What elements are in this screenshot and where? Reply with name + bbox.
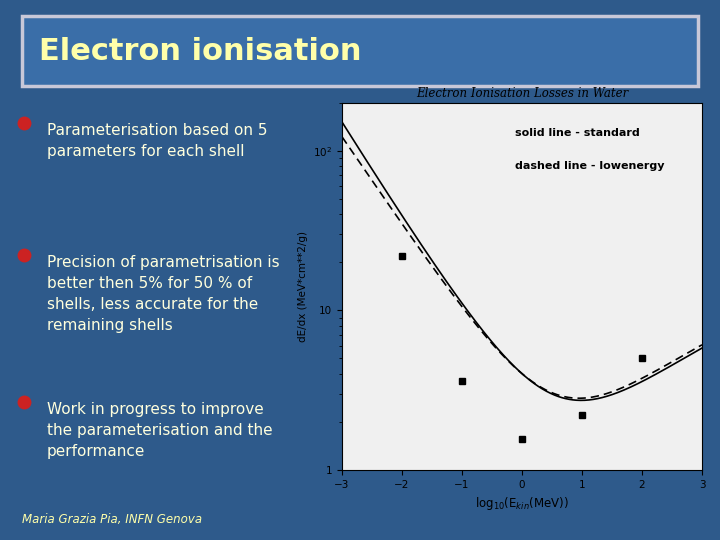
Text: Work in progress to improve
the parameterisation and the
performance: Work in progress to improve the paramete…: [47, 402, 273, 460]
Title: Electron Ionisation Losses in Water: Electron Ionisation Losses in Water: [416, 87, 628, 100]
X-axis label: log$_{10}$(E$_{kin}$(MeV)): log$_{10}$(E$_{kin}$(MeV)): [475, 495, 569, 512]
Y-axis label: dE/dx (MeV*cm**2/g): dE/dx (MeV*cm**2/g): [297, 231, 307, 342]
Text: Parameterisation based on 5
parameters for each shell: Parameterisation based on 5 parameters f…: [47, 123, 267, 159]
Text: solid line - standard: solid line - standard: [515, 129, 639, 138]
Text: Maria Grazia Pia, INFN Genova: Maria Grazia Pia, INFN Genova: [22, 514, 202, 526]
Text: Precision of parametrisation is
better then 5% for 50 % of
shells, less accurate: Precision of parametrisation is better t…: [47, 255, 279, 333]
Text: dashed line - lowenergy: dashed line - lowenergy: [515, 161, 665, 171]
FancyBboxPatch shape: [22, 16, 698, 86]
Text: Electron ionisation: Electron ionisation: [39, 37, 361, 66]
